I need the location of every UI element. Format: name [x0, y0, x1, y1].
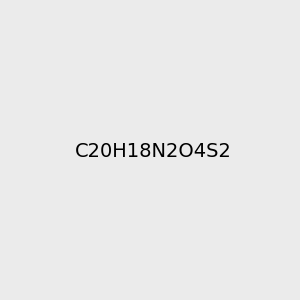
Text: C20H18N2O4S2: C20H18N2O4S2: [75, 142, 232, 161]
